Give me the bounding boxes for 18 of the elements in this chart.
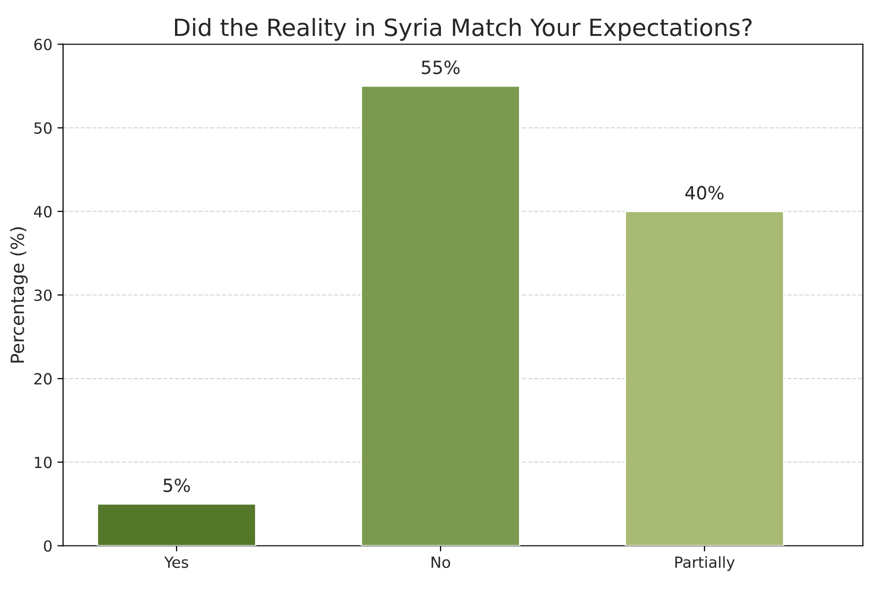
y-tick-label: 20: [34, 373, 52, 385]
y-tick-label: 40: [34, 206, 52, 218]
bar: [96, 503, 256, 546]
x-tick-label: No: [432, 556, 450, 568]
x-tick-label: Partially: [675, 556, 735, 571]
y-tick-label: 50: [34, 122, 52, 134]
bar: [624, 210, 784, 546]
data-label: 40%: [685, 186, 724, 200]
chart-title: Did the Reality in Syria Match Your Expectations?: [175, 18, 752, 41]
y-tick-label: 60: [34, 38, 52, 50]
data-label: 55%: [422, 60, 460, 74]
y-tick-label: 10: [34, 456, 52, 468]
y-tick-label: 30: [34, 289, 52, 302]
data-label: 5%: [164, 478, 190, 492]
y-axis-title: Percentage (%): [10, 227, 28, 362]
bar: [360, 85, 520, 546]
x-tick-label: Yes: [164, 556, 188, 568]
y-tick-label: 0: [44, 540, 52, 552]
